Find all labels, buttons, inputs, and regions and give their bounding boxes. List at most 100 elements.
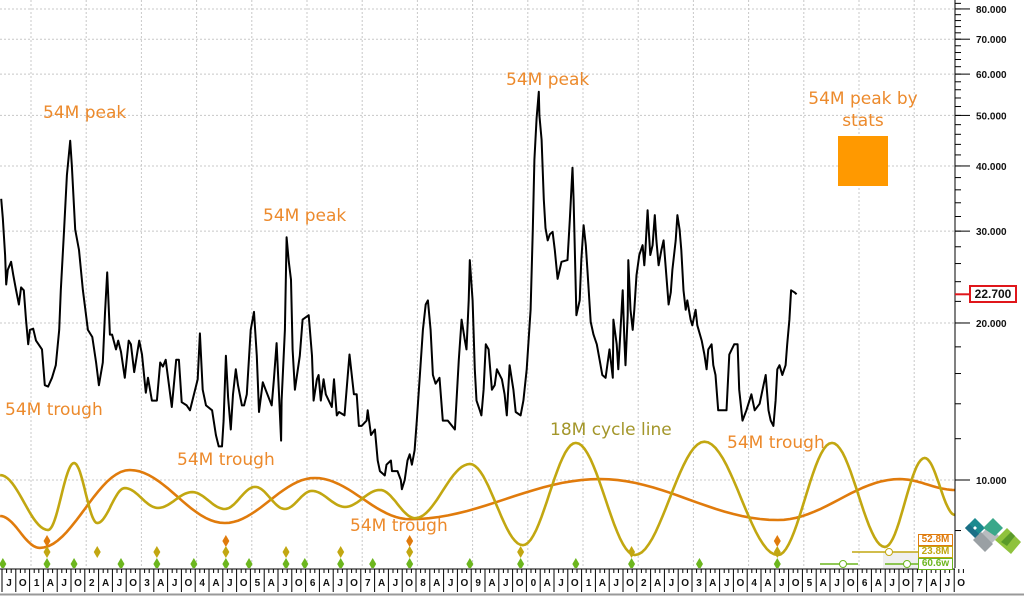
x-tick-label: 3 [696,578,702,589]
x-tick-label: A [820,578,827,589]
x-tick-label: 2 [641,578,647,589]
cycle-marker-yellow [337,546,345,558]
y-tick-label: 50.000 [976,111,1007,122]
y-tick-label: 60.000 [976,70,1007,81]
cycle-marker-yellow [406,546,414,558]
cycle-marker-yellow [222,546,230,558]
y-tick-label: 30.000 [976,227,1007,238]
legend-lines [820,548,918,568]
cycle-marker-orange [222,535,230,547]
x-tick-label: A [930,578,937,589]
cycle-marker-orange [406,535,414,547]
x-tick-label: J [779,578,785,589]
annotation-54m-peak-by-stats: 54M peak by stats [808,88,918,132]
cycle-marker-green [43,558,51,570]
cycle-marker-green [466,558,474,570]
x-tick-label: O [350,578,358,589]
annotation-54m-trough: 54M trough [5,400,103,420]
x-tick-label: J [945,578,951,589]
cycle-marker-green [282,558,290,570]
x-tick-label: 0 [531,578,537,589]
grid [0,0,955,568]
x-tick-label: 8 [420,578,426,589]
last-price-label: 22.700 [969,285,1017,303]
cycle-marker-yellow [153,546,161,558]
annotation-54m-peak: 54M peak [43,103,127,123]
logo [965,518,1021,554]
y-tick-label: 80.000 [976,5,1007,16]
x-tick-label: A [709,578,716,589]
cycle-marker-yellow [43,546,51,558]
cycle-marker-green [117,558,125,570]
y-tick-label: 70.000 [976,35,1007,46]
x-tick-label: 7 [917,578,923,589]
x-tick-label: J [669,578,675,589]
x-tick-label: J [172,578,178,589]
x-tick-label: O [571,578,579,589]
x-tick-label: A [544,578,551,589]
x-tick-label: J [117,578,123,589]
x-tick-label: J [282,578,288,589]
annotation-line: stats [842,111,884,131]
x-tick-label: J [61,578,67,589]
cycle-marker-yellow [773,546,781,558]
y-axis-background [955,0,1024,568]
x-tick-label: J [393,578,399,589]
x-tick-label: 6 [862,578,868,589]
x-tick-label: J [558,578,564,589]
cycle-marker-green [517,558,525,570]
x-tick-label: J [448,578,454,589]
x-tick-label: O [240,578,248,589]
x-tick-label: O [129,578,137,589]
x-tick-label: O [957,578,965,589]
x-tick-label: O [681,578,689,589]
x-tick-label: A [212,578,219,589]
legend-60-6w[interactable]: 60.6w [918,558,953,570]
x-tick-label: 6 [310,578,316,589]
cycle-marker-green [369,558,377,570]
cycle-marker-green [695,558,703,570]
cycle-marker-green [773,558,781,570]
legend-52-8m[interactable]: 52.8M [918,534,953,546]
x-tick-label: O [902,578,910,589]
stats-peak-box [838,136,888,186]
x-tick-label: A [268,578,275,589]
x-tick-label: J [337,578,343,589]
cycle-marker-green [190,558,198,570]
x-tick-label: A [488,578,495,589]
legend-handle[interactable] [839,560,847,568]
cycle-marker-green [301,558,309,570]
annotation-line: 54M peak by [808,89,918,109]
y-tick-label: 10.000 [976,476,1007,487]
y-axis[interactable]: 10.000 20.000 30.000 40.000 50.000 60.000 70.0… [954,0,1024,598]
cycle-marker-green [245,558,253,570]
x-tick-label: O [461,578,469,589]
legend-23-8m[interactable]: 23.8M [918,546,953,558]
x-tick-label: A [764,578,771,589]
x-tick-label: O [737,578,745,589]
legend-handle[interactable] [903,560,911,568]
x-tick-label: J [724,578,730,589]
x-tick-label: J [613,578,619,589]
x-tick-label: O [185,578,193,589]
annotation-18m-cycle-line: 18M cycle line [550,420,672,440]
x-tick-label: A [654,578,661,589]
x-tick-label: 4 [199,578,205,589]
x-tick-label: O [74,578,82,589]
cycle-markers [0,535,781,570]
x-tick-label: O [405,578,413,589]
legend-handle[interactable] [885,548,893,556]
x-tick-label: O [847,578,855,589]
x-tick-label: 9 [475,578,481,589]
x-tick-label: J [227,578,233,589]
x-tick-label: O [19,578,27,589]
cycle-marker-green [406,558,414,570]
x-tick-label: O [516,578,524,589]
annotation-54m-peak: 54M peak [506,70,590,90]
cycle-marker-orange [773,535,781,547]
cycle-marker-yellow [628,546,636,558]
x-tick-label: J [834,578,840,589]
cycle-marker-orange [43,535,51,547]
